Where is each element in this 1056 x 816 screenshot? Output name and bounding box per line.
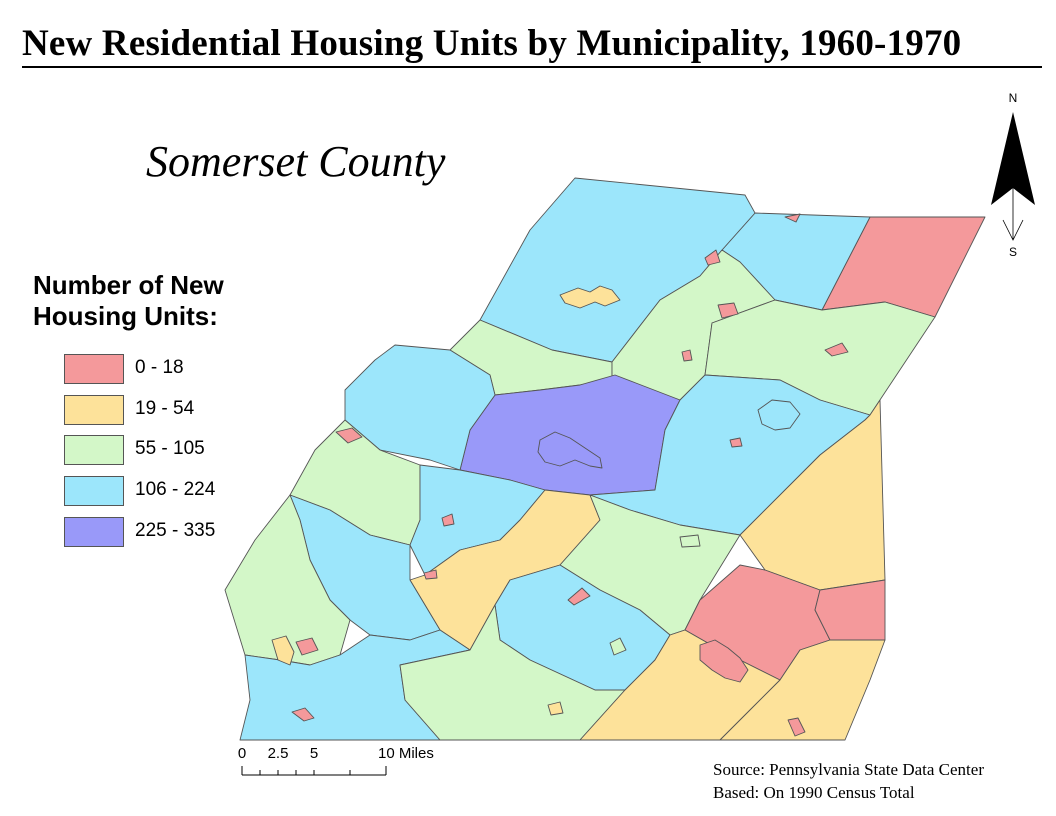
municipality-south-green [399,604,626,741]
source-note: Source: Pennsylvania State Data Center B… [713,758,984,804]
legend-label: 55 - 105 [135,438,205,459]
source-line2: Based: On 1990 Census Total [713,783,915,802]
scale-tick-2-5: 2.5 [268,745,289,762]
south-label: S [1009,245,1017,259]
legend-label: 0 - 18 [135,357,184,378]
north-label: N [1009,91,1018,105]
legend-swatch-purple [64,517,124,547]
borough-purple-outline [537,431,603,469]
borough-south-yellow [547,701,564,716]
borough-green-red [681,349,693,362]
scale-tick-5: 5 [310,745,318,762]
borough-ne-red-2 [784,213,801,223]
legend-label: 19 - 54 [135,398,195,419]
borough-north-red [717,302,739,319]
scale-tick-0: 0 [238,745,246,762]
borough-west-red-2 [295,637,319,656]
borough-green-outline [679,534,701,548]
map-title: New Residential Housing Units by Municip… [22,23,962,64]
title-underline [22,66,1042,68]
legend-swatch-green [64,435,124,465]
legend-swatch-red [64,354,124,384]
borough-se-red [787,717,806,737]
borough-center-red [441,513,455,527]
borough-west-red [335,427,363,444]
municipality-southeast-yellow [719,639,886,741]
borough-blue-red [729,437,743,448]
legend-label: 106 - 224 [135,479,216,500]
borough-ne-red [704,249,721,266]
borough-east-red [824,342,849,357]
source-line1: Source: Pennsylvania State Data Center [713,760,984,779]
scale-tick-10: 10 Miles [378,745,434,762]
legend-swatch-yellow [64,395,124,425]
county-name: Somerset County [146,137,446,186]
legend-swatch-blue [64,476,124,506]
north-arrow: N S [991,91,1035,259]
borough-top-yellow [559,285,621,309]
municipality-northwest-blue [344,344,496,471]
legend-label: 225 - 335 [135,520,216,541]
borough-south-blue-green [609,637,627,656]
north-arrow-shape [991,112,1035,205]
legend-title-line1: Number of New [33,270,224,300]
borough-south-blue-red [567,587,591,606]
borough-blue-outline [757,399,801,431]
borough-sw-red [423,569,438,580]
borough-west-yellow [271,635,295,666]
borough-south-red [699,639,749,683]
legend-title-line2: Housing Units: [33,301,218,331]
legend-title: Number of New Housing Units: [33,270,224,332]
municipality-southeast-red-east [814,579,886,641]
scale-bar: 0 2.5 5 10 Miles [238,745,434,776]
borough-sw-red-2 [291,707,315,722]
